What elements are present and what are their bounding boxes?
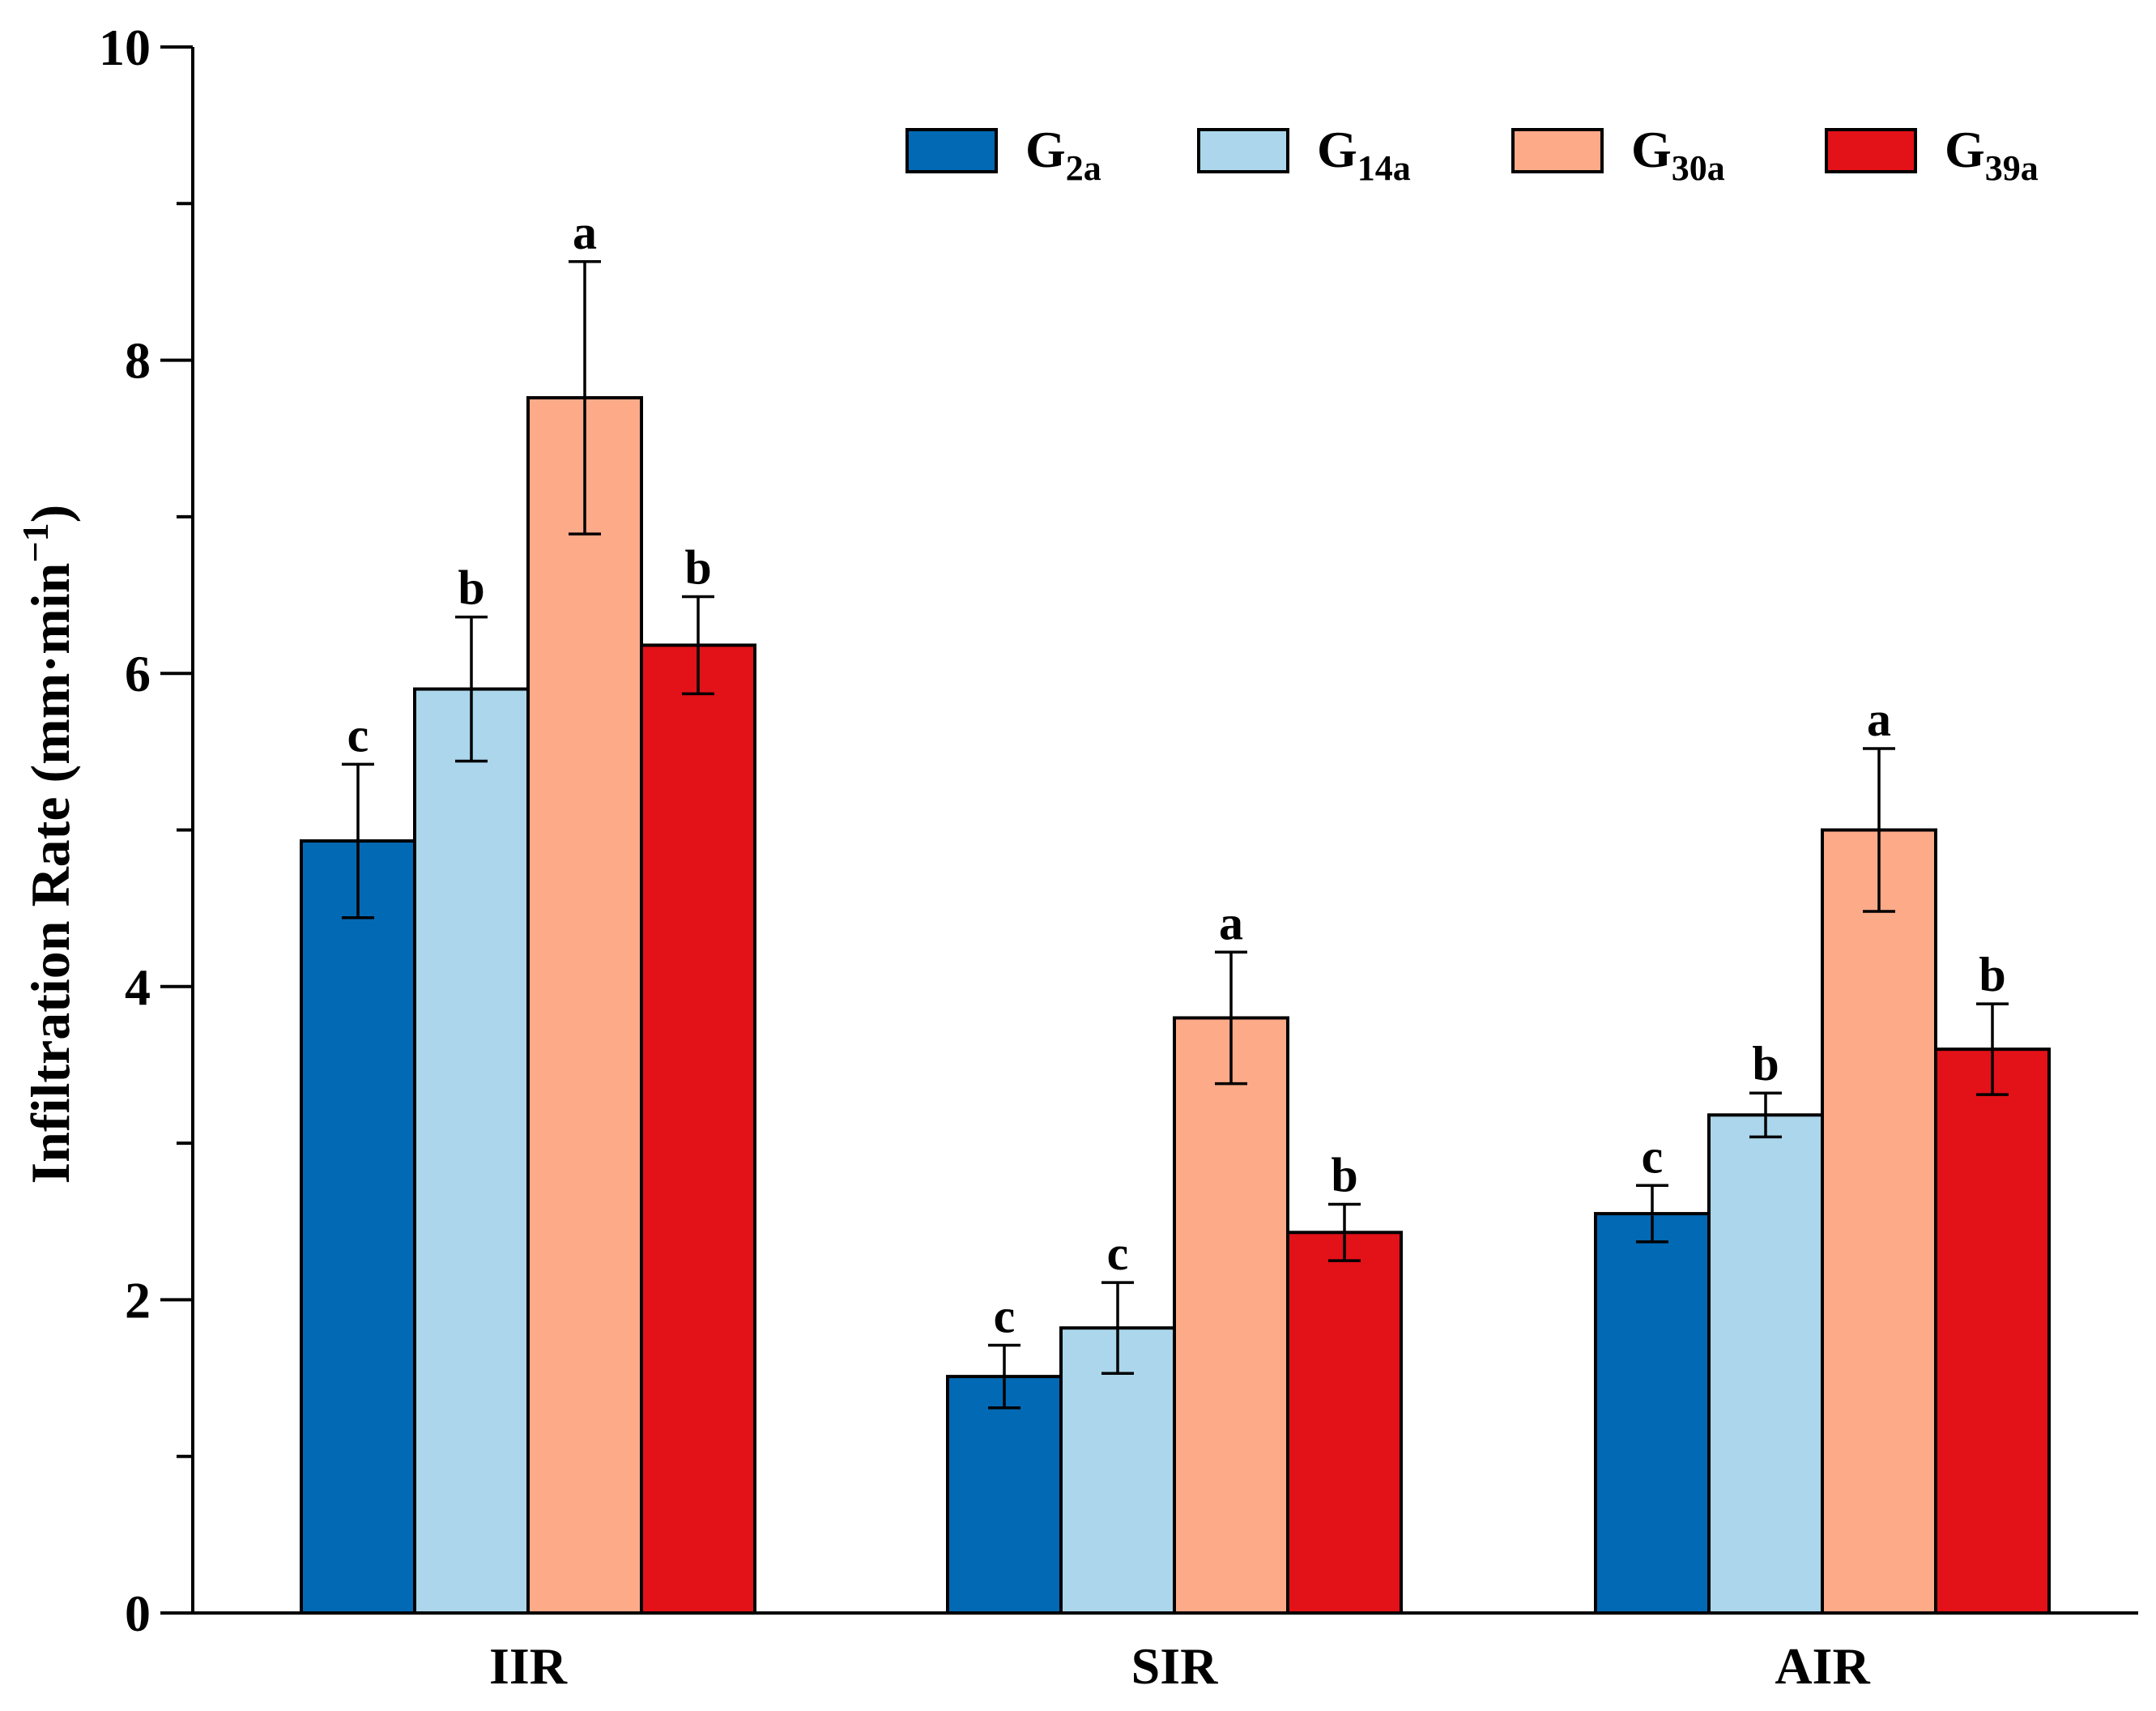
bar-G39a-AIR <box>1934 1048 2051 1615</box>
significance-letter: a <box>1867 693 1891 746</box>
x-category-label: SIR <box>1131 1637 1219 1695</box>
significance-letter: c <box>994 1289 1016 1342</box>
x-category-label: IIR <box>489 1637 568 1695</box>
y-axis-title-close: ) <box>19 505 81 523</box>
legend-label-subscript: 14a <box>1357 148 1411 188</box>
significance-letter: c <box>1107 1227 1129 1280</box>
legend-label-G30a: G30a <box>1631 121 1725 188</box>
bar-G39a-SIR <box>1286 1231 1403 1615</box>
legend-label-subscript: 2a <box>1066 148 1101 188</box>
legend-label-G39a: G39a <box>1945 121 2039 188</box>
legend-swatch-G39a <box>1825 128 1917 173</box>
y-tick-label: 0 <box>125 1585 151 1642</box>
y-tick-label: 6 <box>125 645 151 702</box>
bar-G39a-IIR <box>640 643 756 1615</box>
bar-G14a-AIR <box>1707 1113 1824 1615</box>
bar-G2a-IIR <box>300 839 416 1615</box>
bar-G2a-SIR <box>946 1375 1063 1615</box>
y-axis-title: Infiltration Rate (mm·min−1) <box>15 505 81 1184</box>
legend-swatch-G2a <box>905 128 998 173</box>
legend-label-main: G <box>1631 121 1672 178</box>
y-axis: 0 2 4 6 8 10 <box>99 19 194 1642</box>
legend-swatch-G30a <box>1511 128 1604 173</box>
bar-G30a-AIR <box>1821 828 1937 1615</box>
legend-item-G14a: G14a <box>1197 121 1411 188</box>
y-tick-label: 8 <box>125 332 151 390</box>
y-tick-label: 2 <box>125 1271 151 1329</box>
x-category-label: AIR <box>1775 1637 1870 1695</box>
significance-letter-group: c c c b c b a a a b b b <box>347 206 2006 1343</box>
significance-letter: b <box>458 561 484 615</box>
significance-letter: c <box>347 708 369 762</box>
bar-G30a-SIR <box>1173 1016 1289 1615</box>
significance-letter: b <box>1979 948 2005 1001</box>
significance-letter: b <box>1331 1148 1357 1201</box>
legend-item-G2a: G2a <box>905 121 1101 188</box>
significance-letter: b <box>1752 1037 1779 1090</box>
bar-G30a-IIR <box>526 395 643 1615</box>
bar-G14a-IIR <box>413 687 530 1615</box>
y-axis-title-superscript: −1 <box>15 523 56 562</box>
legend-swatch-G14a <box>1197 128 1289 173</box>
legend-label-G2a: G2a <box>1025 121 1101 188</box>
legend: G2a G14a G30a G39a <box>905 121 2039 188</box>
bar-G2a-AIR <box>1594 1212 1711 1615</box>
y-axis-title-main: Infiltration Rate (mm·min <box>19 563 81 1184</box>
x-axis: IIR SIR AIR <box>193 1611 2138 1695</box>
error-bar-group <box>342 260 2009 1410</box>
legend-label-main: G <box>1317 121 1357 178</box>
legend-label-subscript: 30a <box>1672 148 1725 188</box>
significance-letter: c <box>1642 1129 1664 1183</box>
significance-letter: b <box>684 540 711 594</box>
legend-label-G14a: G14a <box>1317 121 1411 188</box>
significance-letter: a <box>1219 896 1243 949</box>
legend-item-G39a: G39a <box>1825 121 2039 188</box>
y-tick-label: 4 <box>125 958 151 1016</box>
legend-label-main: G <box>1945 121 1985 178</box>
legend-label-main: G <box>1025 121 1066 178</box>
bar-series-group <box>300 395 2051 1615</box>
legend-label-subscript: 39a <box>1985 148 2039 188</box>
legend-item-G30a: G30a <box>1511 121 1725 188</box>
y-tick-label: 10 <box>99 19 151 76</box>
significance-letter: a <box>573 206 597 259</box>
